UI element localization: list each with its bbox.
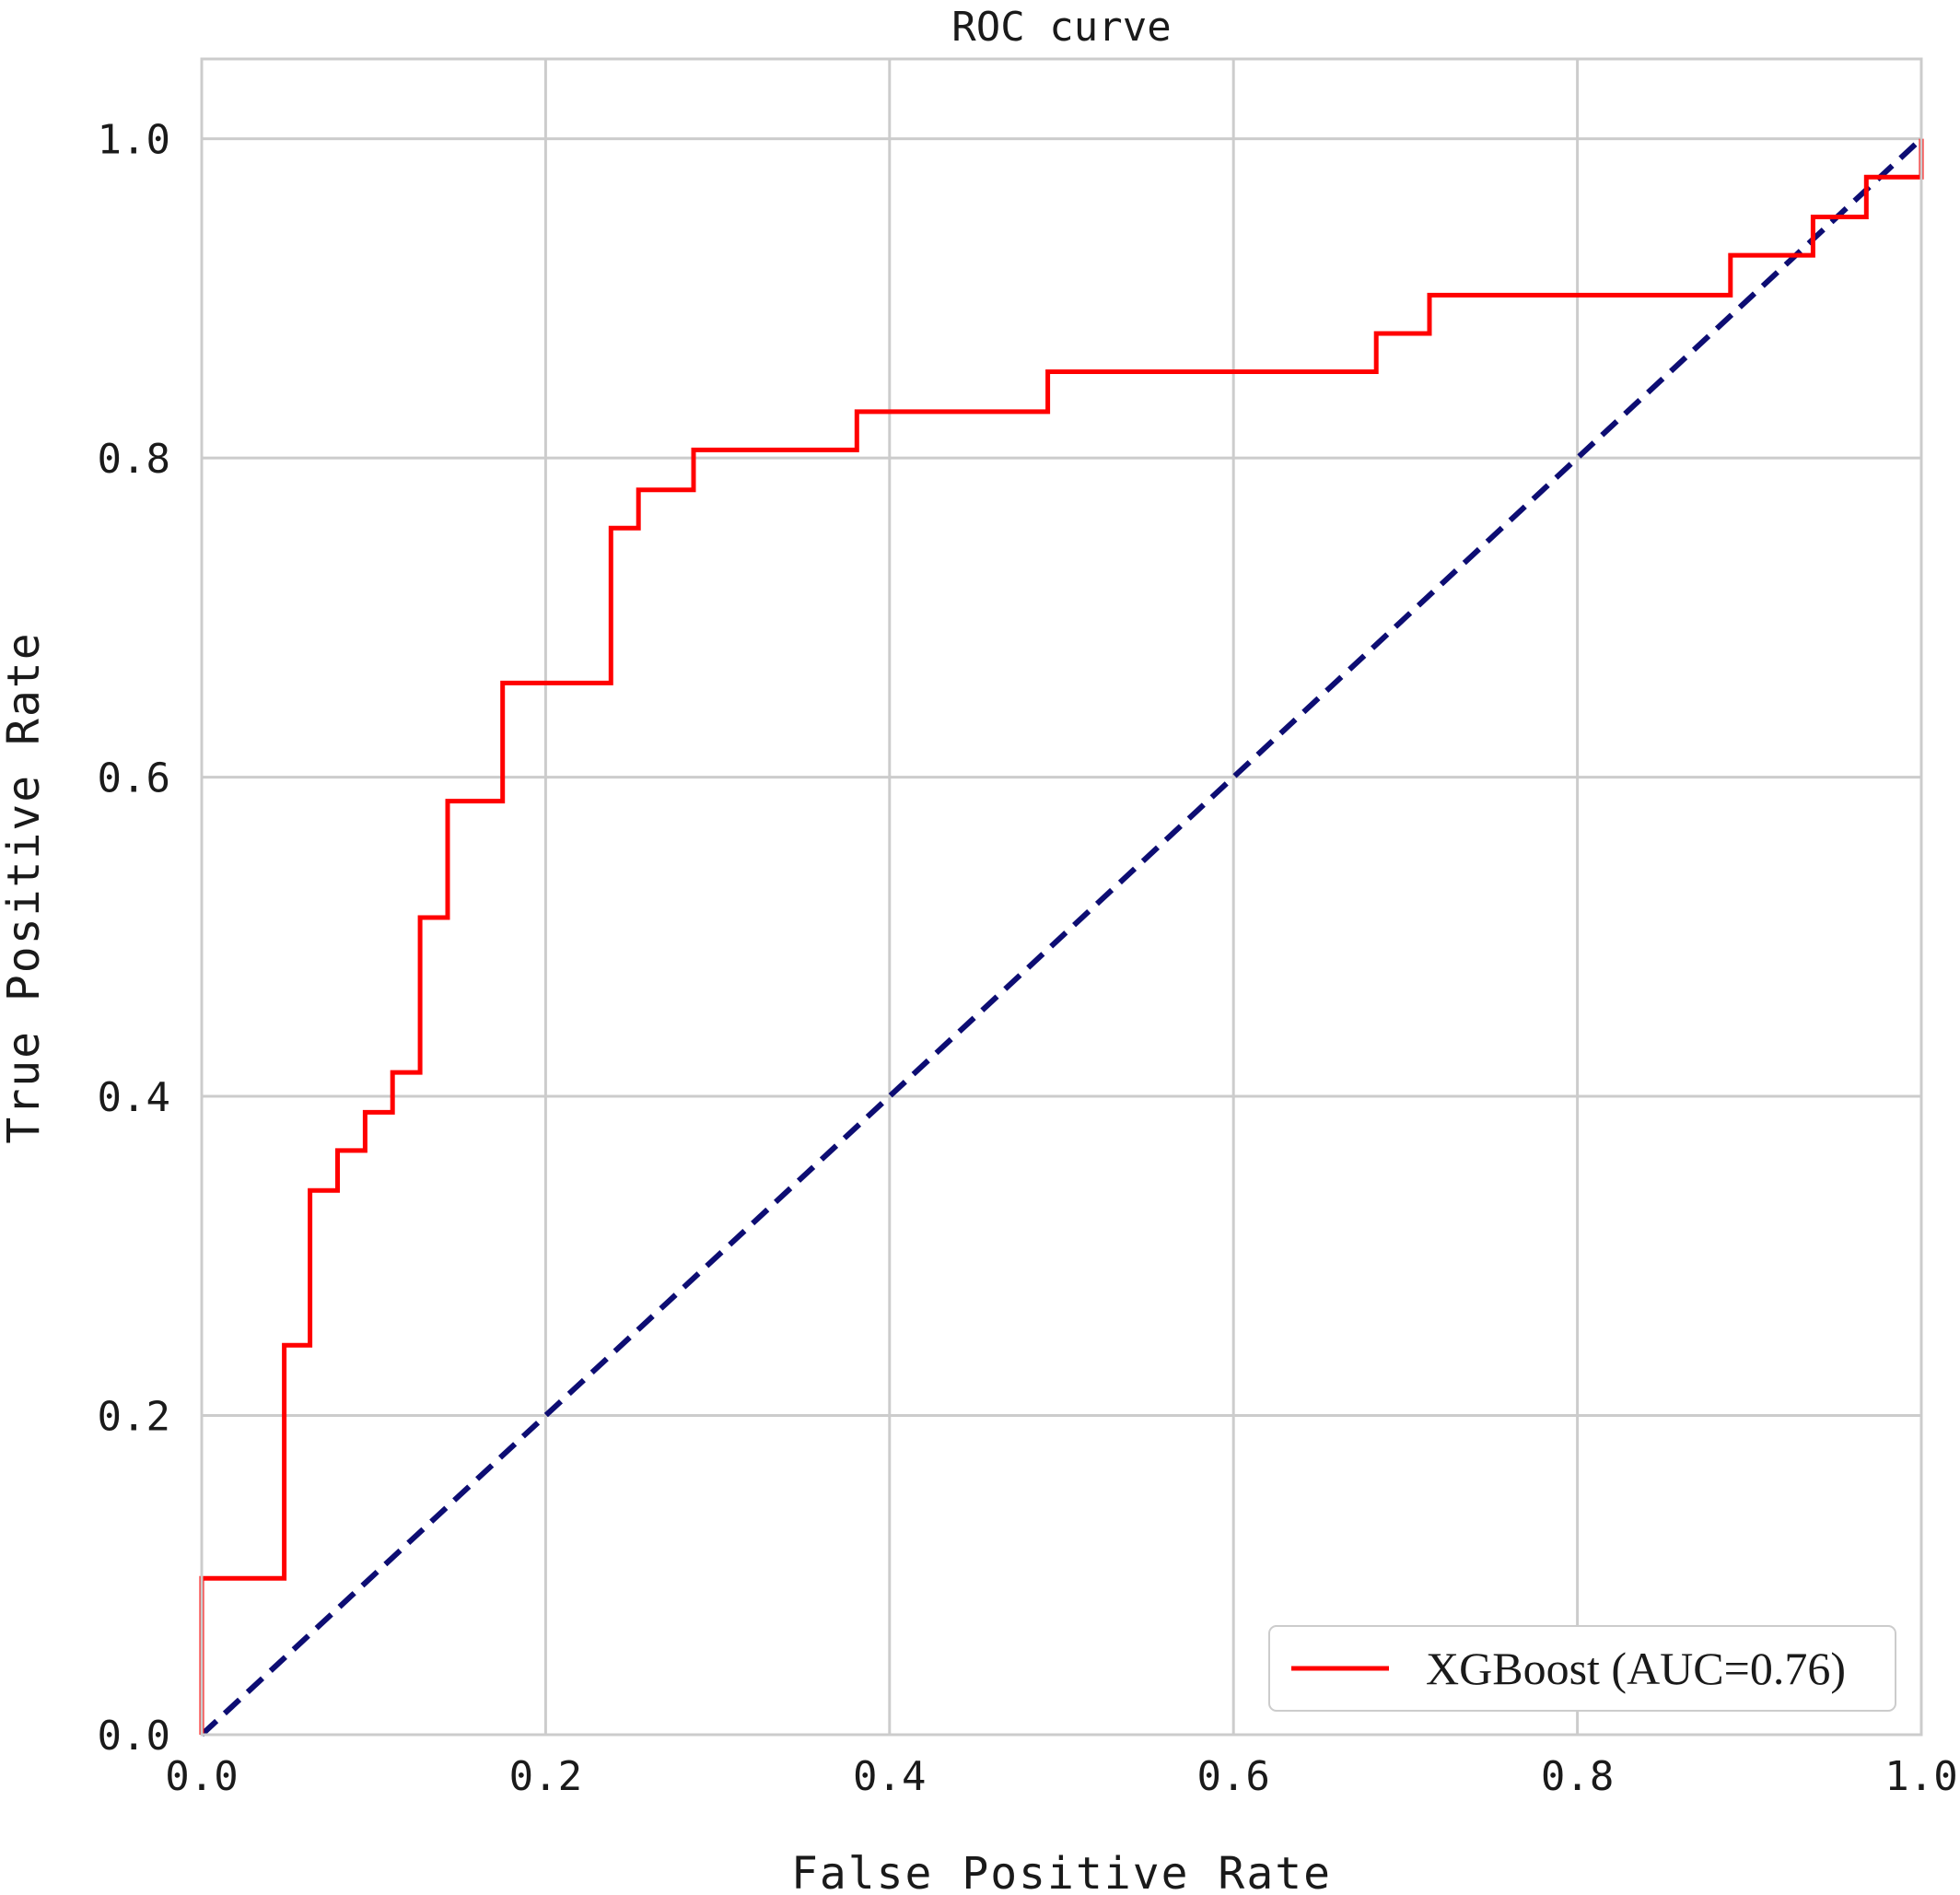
y-tick-label: 0.0	[98, 1713, 170, 1760]
x-axis-label: False Positive Rate	[791, 1848, 1332, 1895]
diagonal-reference-line	[199, 136, 1924, 1737]
x-tick-label: 0.2	[509, 1753, 582, 1800]
y-tick-label: 1.0	[98, 117, 170, 164]
x-tick-label: 0.8	[1541, 1753, 1614, 1800]
grid	[200, 59, 1923, 1737]
legend: XGBoost (AUC=0.76)	[1268, 1625, 1896, 1712]
x-tick-label: 0.6	[1196, 1753, 1269, 1800]
legend-box	[1268, 1625, 1896, 1712]
series-layer	[199, 136, 1924, 1737]
plot-frame	[200, 57, 1923, 1737]
y-tick-label: 0.6	[98, 755, 170, 802]
x-tick-label: 1.0	[1884, 1753, 1957, 1800]
chart-title: ROC curve	[951, 4, 1171, 51]
y-tick-label: 0.8	[98, 436, 170, 483]
y-tick-label: 0.4	[98, 1074, 170, 1121]
y-axis-label: True Positive Rate	[0, 631, 50, 1143]
tick-labels: 0.0 0.2 0.4 0.6 0.8 1.0 0.0 0.2 0.4 0.6 0.8 1.0	[98, 117, 1958, 1800]
x-tick-label: 0.0	[165, 1753, 238, 1800]
roc-curve-xgboost	[199, 138, 1924, 1735]
x-tick-label: 0.4	[853, 1753, 926, 1800]
legend-label-xgboost: XGBoost (AUC=0.76)	[1426, 1643, 1846, 1694]
y-tick-label: 0.2	[98, 1394, 170, 1441]
